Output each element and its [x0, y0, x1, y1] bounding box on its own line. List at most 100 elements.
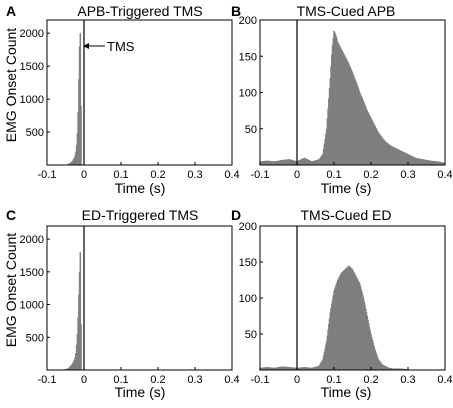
histogram-bar — [353, 272, 355, 370]
x-tick-label: 0.2 — [150, 374, 165, 386]
histogram-bar — [325, 128, 328, 165]
y-tick-label: 150 — [239, 257, 257, 269]
histogram-bar — [408, 154, 411, 165]
y-tick-label: 2000 — [20, 28, 44, 40]
panel-title-b: TMS-Cued APB — [297, 3, 396, 19]
panel-title-a: APB-Triggered TMS — [77, 3, 202, 19]
x-tick-label: 0.1 — [113, 374, 128, 386]
histogram-bar — [330, 308, 332, 370]
histogram-bar — [371, 120, 374, 165]
y-tick-label: 1000 — [20, 300, 44, 312]
histogram-bar — [436, 161, 439, 165]
histogram-bar — [330, 66, 332, 165]
histogram-bar — [376, 354, 378, 370]
plot-frame — [46, 225, 233, 371]
histogram-bar — [344, 269, 346, 370]
histogram-bar — [279, 366, 281, 370]
x-tick-label: 0.1 — [326, 374, 341, 386]
histogram-bar — [270, 367, 272, 370]
histogram-bar — [376, 129, 378, 165]
histogram-bar — [367, 112, 369, 165]
histogram-bar — [399, 150, 402, 165]
y-tick-label: 200 — [239, 15, 257, 27]
histogram-bar — [385, 142, 388, 165]
histogram-bar — [441, 162, 443, 165]
xlabel-a: Time (s) — [115, 180, 166, 196]
x-tick-label: 0 — [81, 169, 87, 181]
panel-a: A APB-Triggered TMS -0.1 0 0.1 0.2 0.3 0.4 500… — [6, 3, 240, 181]
histogram-bar — [288, 367, 291, 370]
histogram-bar — [316, 366, 318, 370]
panel-d: D TMS-Cued ED -0.1 0 0.1 0.2 0.3 0.4 50 100 150 2… — [231, 207, 453, 386]
histogram-bar — [293, 160, 295, 165]
x-tick-label: 0 — [294, 374, 300, 386]
histogram-bar — [344, 56, 346, 165]
histogram-bar — [381, 364, 383, 370]
y-tick-label: 200 — [239, 221, 257, 233]
panel-letter-b: B — [231, 3, 241, 19]
histogram-bar — [297, 160, 300, 165]
panel-letter-d: D — [231, 207, 241, 223]
histogram-bar — [390, 145, 392, 165]
x-tick-label: -0.1 — [38, 169, 57, 181]
panel-c: C ED-Triggered TMS -0.1 0 0.1 0.2 0.3 0.4 500 1… — [6, 207, 240, 386]
plot-b: -0.1 0 0.1 0.2 0.3 0.4 50 100 150 200 — [239, 15, 453, 181]
x-tick-label: 0 — [294, 169, 300, 181]
histogram-bar — [302, 158, 304, 165]
histogram-bar — [74, 155, 76, 165]
panel-letter-a: A — [6, 3, 16, 19]
histogram-bar — [260, 161, 263, 165]
y-tick-label: 1500 — [20, 61, 44, 73]
tms-annotation: TMS — [83, 39, 135, 54]
histogram-bar — [260, 367, 263, 370]
y-tick-label: 500 — [26, 332, 44, 344]
histogram-bar — [79, 33, 82, 166]
histogram-bar — [293, 367, 295, 370]
tms-arrowhead — [83, 43, 89, 49]
y-tick-label: 50 — [245, 329, 257, 341]
histogram-bar — [334, 33, 337, 165]
histogram-bar — [371, 339, 374, 370]
x-tick-label: 0.3 — [187, 374, 202, 386]
panel-title-d: TMS-Cued ED — [300, 207, 391, 223]
x-tick-label: 0.3 — [400, 374, 415, 386]
histogram-bar — [353, 75, 355, 165]
xlabel-d: Time (s) — [321, 384, 372, 400]
histogram-bar — [357, 280, 360, 370]
histogram-bar — [390, 368, 392, 370]
histogram-bar — [334, 286, 337, 370]
histogram-bar — [357, 88, 360, 165]
ylabel-c: EMG Onset Count — [3, 233, 19, 347]
x-tick-label: 0.3 — [400, 169, 415, 181]
y-tick-label: 1500 — [20, 267, 44, 279]
x-tick-label: -0.1 — [38, 374, 57, 386]
histogram-bar — [362, 298, 365, 370]
histogram-bar — [367, 319, 369, 370]
histogram-bar — [394, 368, 397, 370]
x-tick-label: 0.4 — [437, 374, 452, 386]
histogram-bar — [431, 160, 434, 165]
x-tick-label: -0.1 — [251, 169, 270, 181]
histogram-bar — [283, 159, 286, 165]
x-tick-label: 0.4 — [224, 374, 239, 386]
x-tick-label: 0.2 — [363, 169, 378, 181]
ylabel-a: EMG Onset Count — [3, 28, 19, 142]
histogram-bar — [339, 275, 341, 370]
histogram-bar — [404, 152, 406, 165]
histogram-bar — [427, 160, 429, 165]
x-tick-label: 0.2 — [363, 374, 378, 386]
histogram-bar — [311, 367, 314, 370]
histogram-bar — [283, 366, 286, 370]
tms-annotation-label: TMS — [107, 39, 135, 54]
histogram-bar — [320, 156, 323, 165]
xlabel-b: Time (s) — [321, 180, 372, 196]
histogram-bar — [274, 161, 277, 165]
histogram-bar — [320, 361, 323, 370]
histogram-bar — [265, 367, 267, 370]
y-tick-label: 1000 — [20, 94, 44, 106]
plot-d: -0.1 0 0.1 0.2 0.3 0.4 50 100 150 200 — [239, 221, 453, 386]
histogram-bar — [80, 324, 82, 370]
histogram-bar — [348, 65, 351, 165]
x-tick-label: 0.3 — [187, 169, 202, 181]
